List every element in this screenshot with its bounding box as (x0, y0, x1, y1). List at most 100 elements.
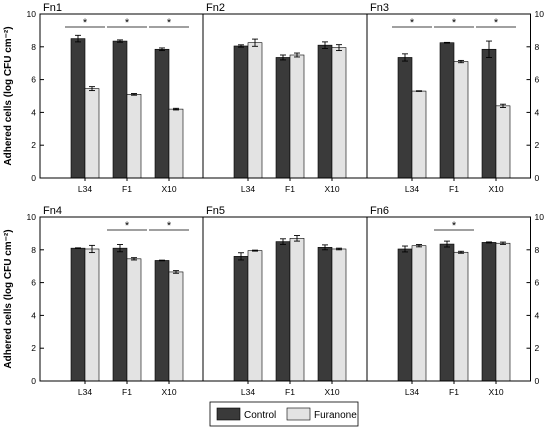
y-tick-label: 8 (31, 245, 36, 255)
bar-control (275, 57, 291, 179)
y-tick-label: 0 (535, 173, 540, 183)
error-bar (416, 90, 422, 92)
bar-furanone (247, 250, 263, 382)
bar-furanone (453, 251, 469, 382)
x-tick-label: L34 (405, 184, 419, 194)
bar-furanone (126, 94, 142, 179)
error-bar (238, 44, 244, 48)
error-bar (117, 244, 123, 253)
bar-control (233, 45, 249, 179)
bar-furanone (289, 54, 305, 179)
y-tick-label: 2 (31, 140, 36, 150)
bar-control (481, 48, 497, 179)
y-tick-label: 6 (31, 278, 36, 288)
bar-furanone (84, 248, 100, 382)
error-bar (458, 59, 464, 64)
x-tick-label: L34 (78, 387, 92, 397)
panel-fn3: 0 2 4 6 8 10 L34 * F1 * X10 * Fn3 (370, 2, 544, 194)
y-tick-label: 6 (31, 75, 36, 85)
error-bar (458, 250, 464, 254)
bar-control (397, 248, 413, 382)
significance-star: * (452, 17, 457, 29)
bar-control (317, 44, 333, 179)
x-tick-label: F1 (449, 184, 459, 194)
x-tick-label: F1 (285, 184, 295, 194)
x-tick-label: F1 (122, 184, 132, 194)
error-bar (416, 244, 422, 248)
error-bar (500, 241, 506, 245)
bar-furanone (331, 248, 347, 382)
panel-fn5: L34 F1 X10 Fn5 (206, 205, 347, 397)
panel-title: Fn2 (206, 2, 225, 14)
error-bar (444, 41, 450, 44)
bar-furanone (84, 88, 100, 179)
panel-frame (39, 216, 531, 382)
error-bar (252, 249, 258, 252)
x-tick-label: X10 (488, 387, 503, 397)
x-tick-label: X10 (324, 184, 339, 194)
significance-star: * (452, 220, 457, 232)
significance-star: * (125, 17, 130, 29)
legend-label-control: Control (244, 410, 276, 421)
panel-fn4: 0 2 4 6 8 10 L34 F1 * X10 * Fn4 (27, 205, 189, 397)
error-bar (294, 52, 300, 58)
error-bar (336, 247, 342, 251)
bar-furanone (168, 271, 184, 382)
x-tick-label: X10 (161, 387, 176, 397)
x-tick-label: L34 (241, 387, 255, 397)
x-tick-label: L34 (78, 184, 92, 194)
panel-title: Fn6 (370, 205, 389, 217)
error-bar (402, 53, 408, 62)
y-tick-label: 0 (31, 173, 36, 183)
error-bar (322, 244, 328, 251)
error-bar (500, 103, 506, 108)
bar-furanone (495, 242, 511, 382)
x-tick-label: X10 (488, 184, 503, 194)
error-bar (280, 238, 286, 245)
error-bar (322, 41, 328, 49)
error-bar (89, 244, 95, 254)
x-tick-label: F1 (285, 387, 295, 397)
x-tick-label: X10 (324, 387, 339, 397)
x-tick-label: F1 (122, 387, 132, 397)
bar-furanone (495, 105, 511, 179)
x-tick-label: L34 (241, 184, 255, 194)
y-tick-label: 10 (535, 9, 545, 19)
bar-control (275, 241, 291, 382)
error-bar (173, 270, 179, 274)
bar-furanone (289, 238, 305, 382)
significance-star: * (167, 220, 172, 232)
panel-title: Fn3 (370, 2, 389, 14)
bar-control (112, 40, 128, 179)
legend-swatch-control (216, 407, 241, 421)
y-axis-label: Adhered cells (log CFU cm⁻²) (3, 229, 14, 368)
error-bar (173, 107, 179, 111)
y-tick-label: 0 (535, 376, 540, 386)
significance-star: * (83, 17, 88, 29)
error-bar (75, 34, 81, 43)
panel-fn6: 0 2 4 6 8 10 L34 F1 * X10 Fn6 (370, 205, 544, 397)
bar-control (70, 247, 86, 382)
x-tick-label: L34 (405, 387, 419, 397)
y-tick-label: 2 (535, 343, 540, 353)
error-bar (252, 38, 258, 47)
y-tick-label: 8 (535, 245, 540, 255)
bar-control (233, 256, 249, 382)
y-tick-label: 6 (535, 278, 540, 288)
legend-swatch-furanone (286, 407, 311, 421)
bar-furanone (411, 245, 427, 382)
panel-frame (39, 13, 531, 179)
error-bar (336, 44, 342, 52)
y-tick-label: 8 (31, 42, 36, 52)
error-bar (131, 257, 137, 261)
y-tick-label: 4 (535, 310, 540, 320)
bar-control (70, 38, 86, 179)
panel-fn2: L34 F1 X10 Fn2 (206, 2, 347, 194)
y-tick-label: 10 (27, 9, 37, 19)
bar-furanone (331, 47, 347, 179)
y-axis-label: Adhered cells (log CFU cm⁻²) (3, 26, 14, 165)
bar-furanone (168, 108, 184, 179)
bar-furanone (411, 90, 427, 179)
significance-star: * (494, 17, 499, 29)
